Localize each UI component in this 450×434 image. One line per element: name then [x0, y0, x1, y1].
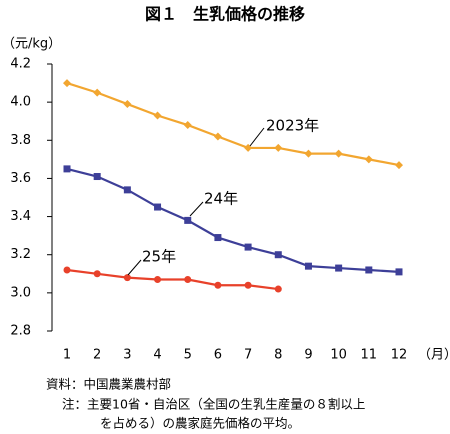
- point: [183, 121, 192, 130]
- point: [334, 149, 343, 158]
- x-tick-label: 9: [304, 348, 312, 363]
- point: [304, 262, 312, 270]
- point: [335, 264, 343, 272]
- point: [214, 281, 222, 289]
- footnote: を占める）の農家庭先価格の平均。: [100, 416, 300, 431]
- point: [123, 100, 132, 109]
- y-tick-label: 4.0: [10, 95, 31, 110]
- source-note: 資料：中国農業農村部: [46, 377, 171, 392]
- y-tick-label: 2.8: [10, 324, 31, 339]
- point: [184, 276, 192, 284]
- series-label: 25年: [142, 248, 176, 266]
- footnote: 注：主要10省・自治区（全国の生乳生産量の８割以上: [62, 397, 365, 412]
- series-line: [66, 268, 279, 291]
- x-tick-label: 3: [123, 348, 131, 363]
- point: [123, 186, 131, 194]
- y-tick-label: 3.0: [10, 285, 31, 300]
- point: [395, 268, 403, 276]
- series-label: 2023年: [266, 117, 319, 135]
- y-tick-label: 3.2: [10, 247, 31, 262]
- point: [154, 276, 162, 284]
- point: [93, 270, 101, 278]
- point: [274, 285, 282, 293]
- point: [244, 281, 252, 289]
- series-line: [66, 82, 400, 167]
- label-leader: [189, 201, 204, 217]
- x-tick-label: 12: [391, 348, 408, 363]
- point: [274, 143, 283, 152]
- y-tick-label: 3.8: [10, 133, 31, 148]
- chart-title: 図１ 生乳価格の推移: [145, 5, 305, 24]
- point: [213, 132, 222, 141]
- label-leader: [249, 127, 265, 147]
- x-tick-label: 4: [153, 348, 161, 363]
- point: [154, 203, 162, 211]
- point: [184, 216, 192, 224]
- series-label: 24年: [204, 190, 238, 208]
- point: [93, 173, 101, 181]
- point: [123, 274, 131, 282]
- point: [395, 161, 403, 170]
- label-leader: [127, 259, 142, 276]
- x-tick-label: 2: [93, 348, 101, 363]
- point: [63, 165, 71, 173]
- x-tick-label: 10: [330, 348, 347, 363]
- x-tick-label: 6: [214, 348, 222, 363]
- x-tick-label: 5: [184, 348, 192, 363]
- x-tick-label: 1: [63, 348, 71, 363]
- x-unit: （月）: [418, 348, 450, 363]
- point: [63, 79, 71, 88]
- series-line: [66, 167, 400, 273]
- x-tick-label: 7: [244, 348, 252, 363]
- point: [63, 266, 71, 274]
- point: [214, 234, 222, 242]
- x-tick-label: 11: [361, 348, 378, 363]
- point: [365, 266, 373, 274]
- y-tick-label: 4.2: [10, 57, 31, 72]
- point: [364, 155, 373, 164]
- point: [274, 251, 282, 259]
- point: [153, 111, 162, 120]
- x-tick-label: 8: [274, 348, 282, 363]
- point: [304, 149, 313, 158]
- point: [93, 88, 102, 97]
- y-tick-label: 3.4: [10, 209, 31, 224]
- y-unit: （元/kg）: [2, 37, 61, 52]
- y-tick-label: 3.6: [10, 171, 31, 186]
- point: [244, 243, 252, 251]
